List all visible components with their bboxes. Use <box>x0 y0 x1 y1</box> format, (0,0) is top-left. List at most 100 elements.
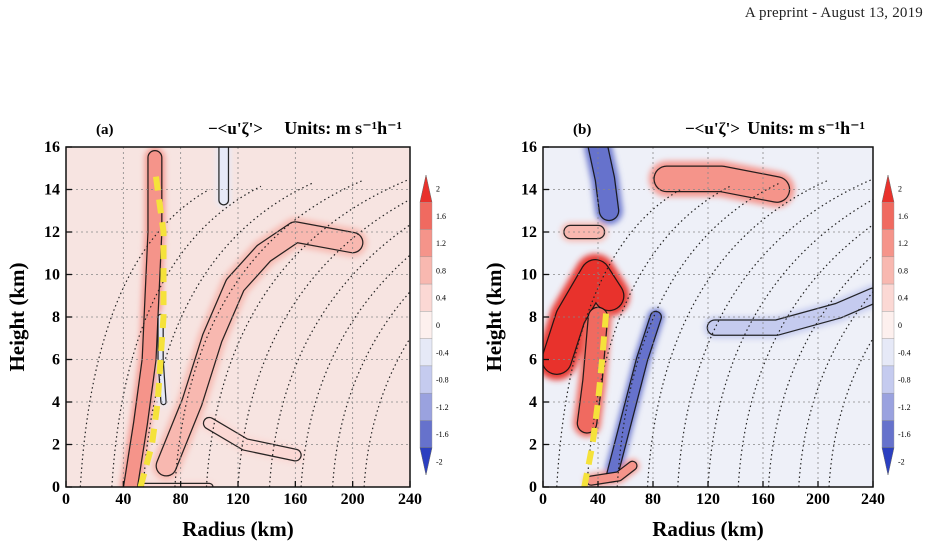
x-tick-label: 120 <box>226 491 250 508</box>
colorbar-segment <box>881 365 895 394</box>
colorbar-segment <box>419 256 433 285</box>
x-tick-label: 0 <box>62 491 70 508</box>
y-axis-label: Height (km) <box>482 262 506 371</box>
streamline-5 <box>237 198 410 487</box>
y-tick-label: 6 <box>529 352 537 369</box>
contour-fill-1 <box>577 307 608 433</box>
x-tick-label: 160 <box>283 491 307 508</box>
colorbar-label: 2 <box>436 185 440 194</box>
y-tick-label: 4 <box>52 394 60 411</box>
panel-label: (b) <box>573 122 591 138</box>
colorbar-segment <box>419 229 433 258</box>
colorbar-label: 1.2 <box>898 239 908 248</box>
y-tick-label: 14 <box>521 182 537 199</box>
panel-b: 0 40 80 120 160 200 240 0 2 4 6 8 10 12 14 16 Radius (km… <box>482 118 911 541</box>
yellow-dashed-line <box>137 167 167 488</box>
colorbar-label: -0.8 <box>436 376 449 385</box>
panel-label: (a) <box>96 122 114 138</box>
colorbar-label: 0.4 <box>898 294 908 303</box>
running-header: A preprint - August 13, 2019 <box>744 5 923 21</box>
colorbar-label: 0.4 <box>436 294 446 303</box>
y-tick-label: 2 <box>52 437 60 454</box>
contour-fill-0 <box>124 151 162 487</box>
contour-fill-2 <box>606 312 661 482</box>
contour-fill-3 <box>588 147 619 220</box>
colorbar-cap-top <box>881 174 895 203</box>
colorbar-segment <box>881 229 895 258</box>
colorbar-segment <box>881 283 895 312</box>
streamline-2 <box>142 182 313 487</box>
colorbar: 2 1.6 1.2 0.8 0.4 0 -0.4 -0.8 -1.2 -1.6 -2 <box>419 174 449 476</box>
colorbar-segment <box>881 256 895 285</box>
colorbar-segment <box>419 420 433 448</box>
colorbar-label: 0 <box>898 321 902 330</box>
streamline-3 <box>174 179 365 487</box>
contour-fill-4 <box>654 166 789 202</box>
units-label: Units: m s⁻¹h⁻¹ <box>747 118 865 138</box>
x-tick-label: 80 <box>173 491 189 508</box>
colorbar-label: -0.8 <box>898 376 911 385</box>
x-tick-label: 240 <box>398 491 422 508</box>
y-tick-label: 8 <box>52 309 60 326</box>
colorbar-segment <box>881 338 895 367</box>
colorbar-segment <box>881 420 895 448</box>
panel-title: −<u'ζ'> <box>685 119 740 138</box>
y-tick-label: 12 <box>521 224 537 241</box>
x-tick-label: 200 <box>341 491 365 508</box>
colorbar-segment <box>419 311 433 339</box>
contour-fill-5 <box>707 288 873 335</box>
colorbar-label: -0.4 <box>436 348 449 357</box>
colorbar-cap-bottom <box>881 447 895 476</box>
x-tick-label: 80 <box>645 491 661 508</box>
colorbar-label: 0 <box>436 321 440 330</box>
colorbar-cap-top <box>419 174 433 203</box>
streamline-0 <box>556 188 681 487</box>
y-tick-label: 4 <box>529 394 537 411</box>
colorbar-label: 0.8 <box>898 266 908 275</box>
colorbar-segment <box>419 365 433 394</box>
streamline-layer <box>79 178 410 487</box>
y-tick-label: 0 <box>52 479 60 496</box>
colorbar-segment <box>419 392 433 421</box>
colorbar-label: 1.6 <box>436 212 446 221</box>
colorbar: 2 1.6 1.2 0.8 0.4 0 -0.4 -0.8 -1.2 -1.6 -2 <box>881 174 911 476</box>
colorbar-label: -2 <box>436 457 443 466</box>
y-tick-label: 6 <box>52 352 60 369</box>
contour-fill-5 <box>158 315 166 404</box>
colorbar-label: -0.4 <box>898 348 911 357</box>
x-tick-label: 200 <box>806 491 830 508</box>
colorbar-label: -2 <box>898 457 905 466</box>
units-label: Units: m s⁻¹h⁻¹ <box>284 118 402 138</box>
colorbar-segment <box>881 202 895 230</box>
y-tick-label: 0 <box>529 479 537 496</box>
streamline-3 <box>646 179 830 487</box>
panel-a: 0 40 80 120 160 200 240 0 2 4 6 8 10 12 14 16 Radius (km… <box>5 118 449 541</box>
yellow-dashed-line <box>581 310 610 488</box>
colorbar-label: 0.8 <box>436 266 446 275</box>
colorbar-segment <box>419 283 433 312</box>
colorbar-label: 1.6 <box>898 212 908 221</box>
colorbar-label: 1.2 <box>436 239 446 248</box>
y-tick-label: 16 <box>44 139 60 156</box>
colorbar-label: 2 <box>898 185 902 194</box>
streamline-5 <box>707 198 873 487</box>
streamline-2 <box>616 182 780 487</box>
x-tick-label: 160 <box>751 491 775 508</box>
colorbar-label: -1.2 <box>436 403 449 412</box>
x-tick-label: 240 <box>861 491 885 508</box>
contour-fill-0 <box>543 260 624 374</box>
y-tick-label: 12 <box>44 224 60 241</box>
contour-fill-6 <box>587 461 637 485</box>
streamline-0 <box>79 188 210 487</box>
colorbar-label: -1.6 <box>436 430 449 439</box>
streamline-7 <box>767 254 873 487</box>
streamline-4 <box>205 178 410 487</box>
colorbar-segment <box>419 338 433 367</box>
y-tick-label: 14 <box>44 182 60 199</box>
y-tick-label: 10 <box>44 267 60 284</box>
y-axis-label: Height (km) <box>5 262 29 371</box>
colorbar-label: -1.2 <box>898 403 911 412</box>
colorbar-segment <box>419 202 433 230</box>
colorbar-label: -1.6 <box>898 430 911 439</box>
